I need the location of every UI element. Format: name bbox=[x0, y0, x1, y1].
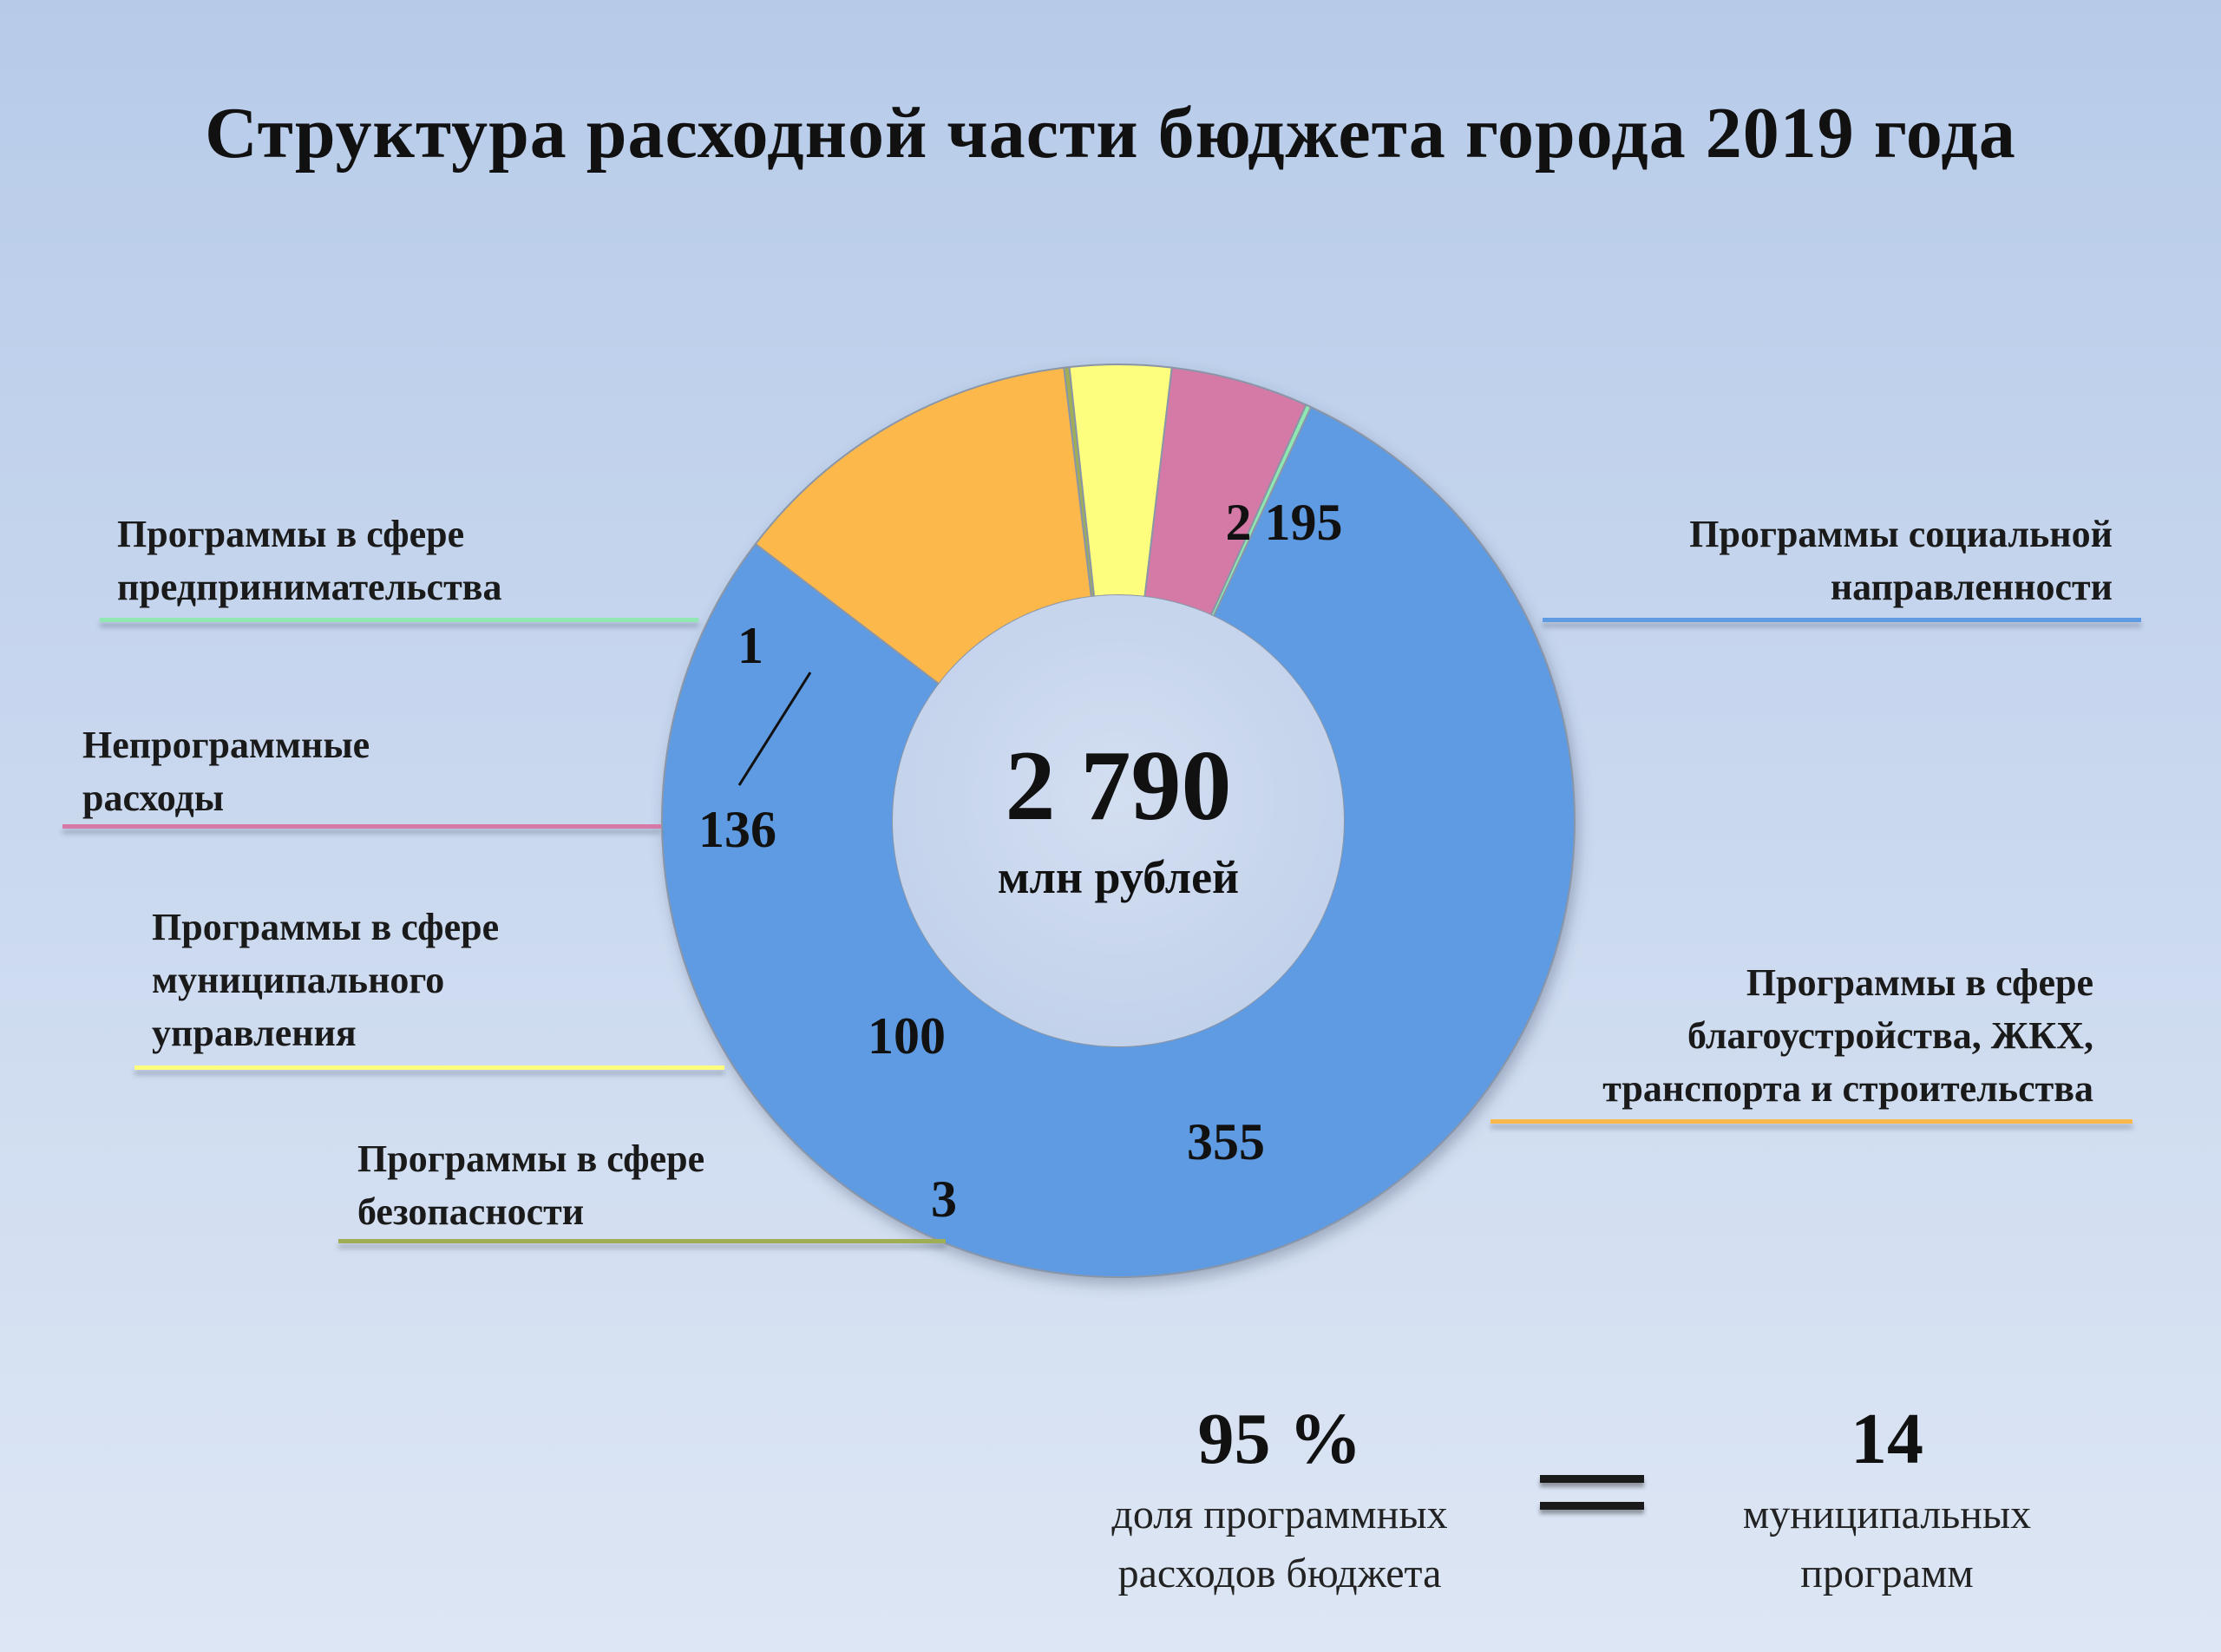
data-label-nonprogram: 136 bbox=[698, 801, 776, 858]
legend-municipal: Программы в сфере муниципального управле… bbox=[152, 906, 500, 1054]
legend-business: Программы в сфере предпринимательства bbox=[117, 513, 502, 608]
equals-sign bbox=[1540, 1475, 1644, 1518]
share-value: 95 % bbox=[1197, 1399, 1362, 1479]
legend-underline-security bbox=[338, 1239, 946, 1243]
legend-underline-improvement bbox=[1490, 1119, 2133, 1124]
data-label-improvement: 355 bbox=[1187, 1113, 1265, 1170]
legend-underline-municipal bbox=[134, 1065, 724, 1070]
data-label-security: 3 bbox=[931, 1170, 957, 1228]
share-caption: доля программных расходов бюджета bbox=[1111, 1491, 1448, 1596]
programs-value: 14 bbox=[1851, 1399, 1923, 1479]
legend-underline-business bbox=[100, 618, 698, 622]
donut-hole bbox=[893, 595, 1344, 1046]
center-unit: млн рублей bbox=[997, 851, 1240, 903]
page-title: Структура расходной части бюджета города… bbox=[205, 93, 2016, 174]
legend-underline-nonprogram bbox=[62, 824, 661, 829]
data-label-business: 1 bbox=[737, 617, 763, 674]
programs-caption: муниципальных программ bbox=[1742, 1491, 2032, 1596]
legend-underline-social bbox=[1543, 618, 2141, 622]
legend-social: Программы социальной направленности bbox=[1689, 513, 2113, 608]
data-label-municipal: 100 bbox=[868, 1007, 946, 1065]
legend-improvement: Программы в сфере благоустройства, ЖКХ, … bbox=[1602, 961, 2093, 1110]
data-label-social: 2 195 bbox=[1225, 494, 1343, 551]
center-total: 2 790 bbox=[1005, 731, 1232, 842]
legend-nonprogram: Непрограммные расходы bbox=[82, 724, 370, 819]
legend-security: Программы в сфере безопасности bbox=[357, 1137, 705, 1233]
leader-line-business bbox=[737, 672, 812, 786]
